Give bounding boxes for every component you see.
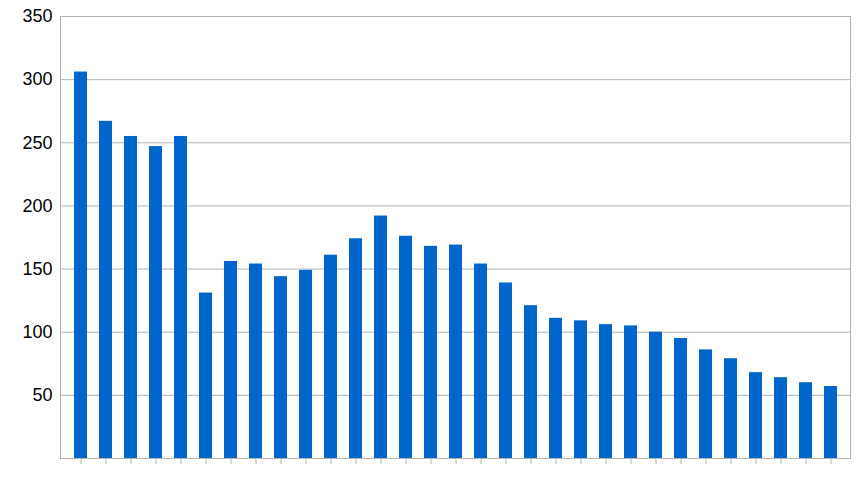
svg-text:150: 150 xyxy=(22,259,52,279)
svg-text:200: 200 xyxy=(22,196,52,216)
svg-text:50: 50 xyxy=(32,385,52,405)
svg-text:350: 350 xyxy=(22,6,52,26)
svg-text:300: 300 xyxy=(22,69,52,89)
svg-text:100: 100 xyxy=(22,322,52,342)
svg-text:250: 250 xyxy=(22,133,52,153)
